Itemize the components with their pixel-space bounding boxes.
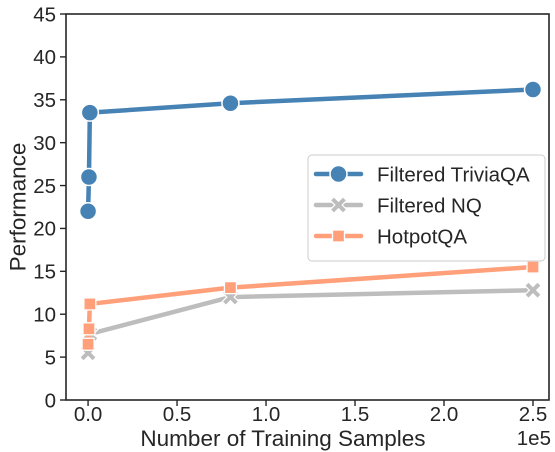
y-tick-label: 25: [33, 175, 56, 198]
y-tick-label: 10: [33, 304, 56, 327]
x-axis-offset-label: 1e5: [517, 427, 551, 450]
legend-marker-filtered-triviaqa: [329, 164, 348, 184]
data-point-hotpotqa: [83, 297, 97, 311]
data-point-hotpotqa: [526, 260, 540, 274]
legend-marker-hotpotqa: [331, 229, 346, 243]
series-layer: [78, 80, 543, 362]
data-point-hotpotqa: [81, 337, 95, 351]
x-tick-label: 0.0: [74, 403, 103, 426]
legend-entries: Filtered TriviaQA Filtered NQ HotpotQA: [313, 163, 530, 248]
y-tick-label: 15: [33, 261, 56, 284]
x-tick-label: 2.0: [430, 403, 459, 426]
data-point-hotpotqa: [223, 280, 238, 295]
x-axis-label: Number of Training Samples: [140, 426, 425, 451]
data-point-filtered-triviaqa: [78, 202, 98, 221]
legend-entry-filtered-triviaqa: Filtered TriviaQA: [313, 163, 530, 186]
data-point-filtered-triviaqa: [79, 167, 99, 187]
data-point-filtered-triviaqa: [523, 80, 543, 99]
data-point-filtered-triviaqa: [221, 93, 240, 113]
legend-marker-filtered-nq: [329, 195, 348, 215]
y-tick-label: 0: [45, 389, 56, 412]
data-point-filtered-nq: [523, 281, 543, 300]
y-tick-label: 40: [33, 46, 56, 69]
legend-entry-filtered-nq: Filtered NQ: [313, 194, 482, 217]
legend-label-filtered-triviaqa: Filtered TriviaQA: [377, 163, 530, 186]
x-tick-label: 2.5: [519, 403, 548, 426]
x-tick-label: 0.5: [163, 403, 192, 426]
legend-frame: [307, 154, 546, 262]
legend-label-filtered-nq: Filtered NQ: [377, 194, 482, 217]
y-tick-label: 5: [45, 346, 56, 369]
series-filtered-triviaqa: [78, 80, 543, 221]
legend-entry-hotpotqa: HotpotQA: [313, 225, 467, 248]
y-tick-label: 45: [33, 3, 56, 26]
legend: Filtered TriviaQA Filtered NQ HotpotQA: [307, 154, 546, 262]
series-hotpotqa: [81, 260, 540, 351]
y-tick-label: 30: [33, 132, 56, 155]
x-tick-label: 1.0: [252, 403, 281, 426]
data-point-hotpotqa: [82, 322, 96, 336]
plot-frame: [65, 13, 550, 401]
data-point-filtered-triviaqa: [80, 103, 100, 122]
y-tick-label: 35: [33, 89, 56, 112]
axis-ticks: 0.0 0.5 1.0 1.5 2.0 2.5 0 5 10 15 20 25 30 35 40 45: [33, 3, 547, 426]
y-tick-label: 20: [33, 218, 56, 241]
legend-label-hotpotqa: HotpotQA: [377, 225, 467, 248]
y-axis-label: Performance: [6, 143, 31, 272]
x-tick-label: 1.5: [341, 403, 370, 426]
